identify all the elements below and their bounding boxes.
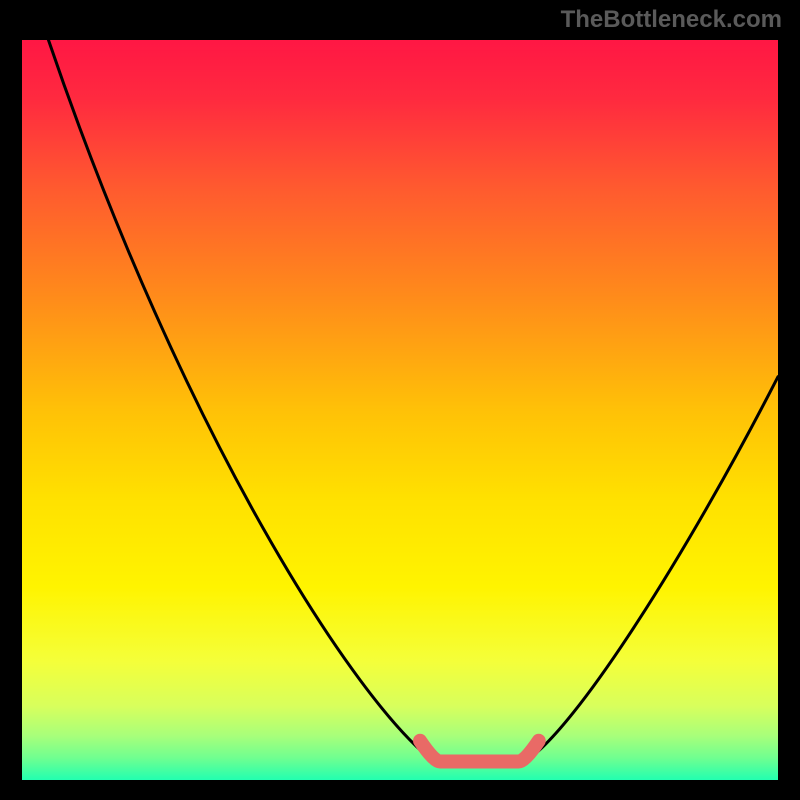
watermark-text: TheBottleneck.com — [561, 6, 782, 34]
curve-svg — [22, 40, 778, 780]
chart-container: TheBottleneck.com — [0, 0, 800, 800]
plot-area — [22, 40, 778, 780]
gradient-background — [22, 40, 778, 780]
